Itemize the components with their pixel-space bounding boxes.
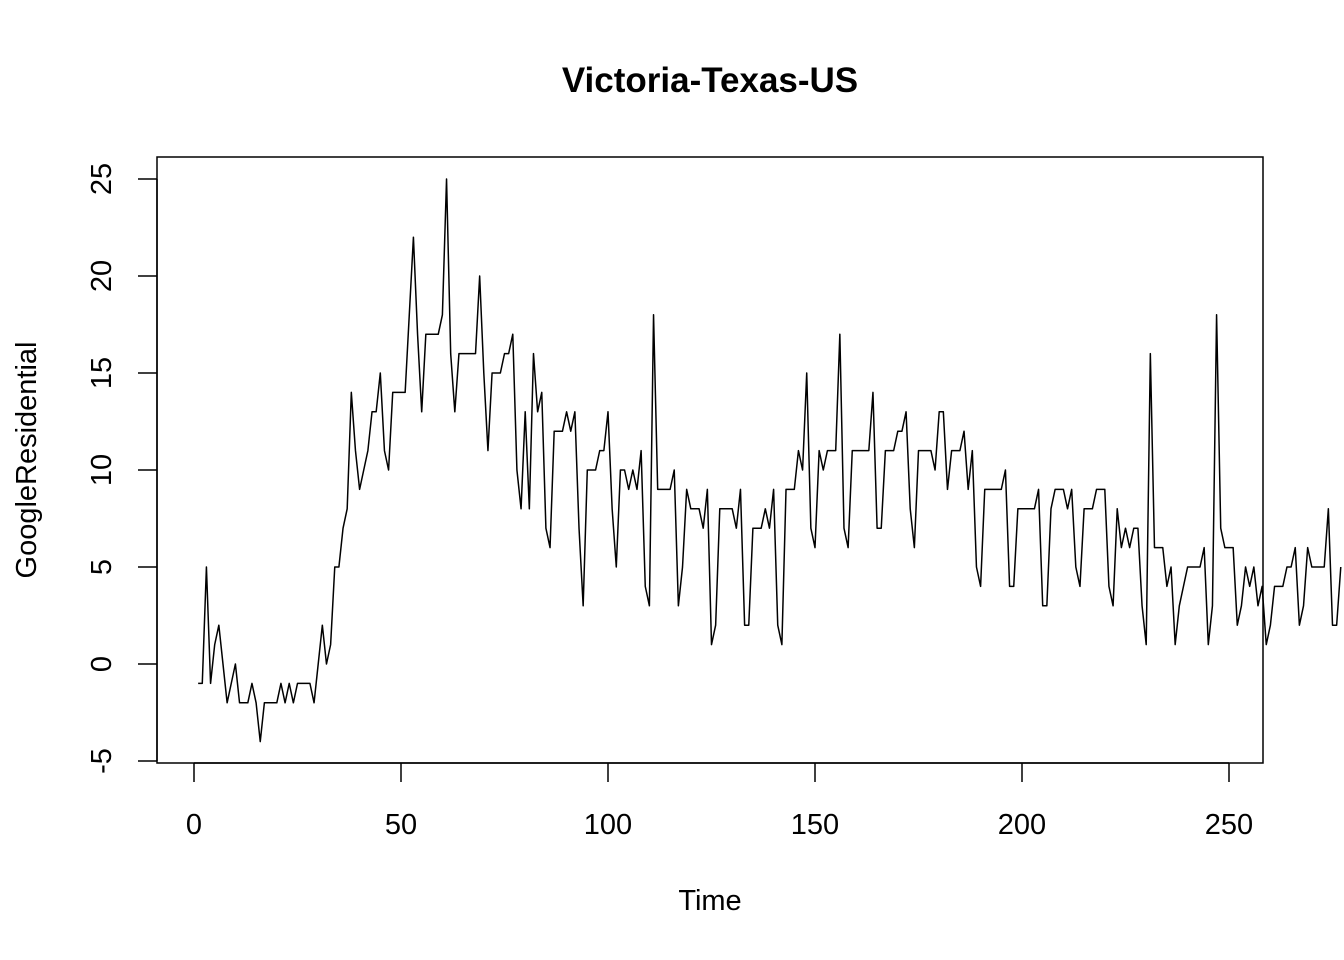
y-axis: -5 0 5 10 15 20 25: [86, 163, 158, 774]
x-tick-label: 100: [584, 809, 632, 841]
y-tick-label: 5: [86, 559, 118, 575]
x-tick-label: 0: [186, 809, 202, 841]
x-axis: 0 50 100 150 200 250: [186, 762, 1253, 841]
y-tick-label: -5: [86, 748, 118, 774]
y-tick-label: 10: [86, 454, 118, 486]
x-tick-label: 250: [1205, 809, 1253, 841]
y-tick-label: 15: [86, 357, 118, 389]
chart-title: Victoria-Texas-US: [562, 61, 858, 100]
plot-frame: [156, 156, 1264, 764]
x-tick-label: 50: [385, 809, 417, 841]
y-tick-label: 25: [86, 163, 118, 195]
x-tick-label: 150: [791, 809, 839, 841]
series-line: [198, 178, 1342, 743]
y-axis-label: GoogleResidential: [11, 342, 43, 579]
y-tick-label: 20: [86, 260, 118, 292]
x-axis-label: Time: [678, 885, 741, 917]
x-tick-label: 200: [998, 809, 1046, 841]
y-tick-label: 0: [86, 656, 118, 672]
